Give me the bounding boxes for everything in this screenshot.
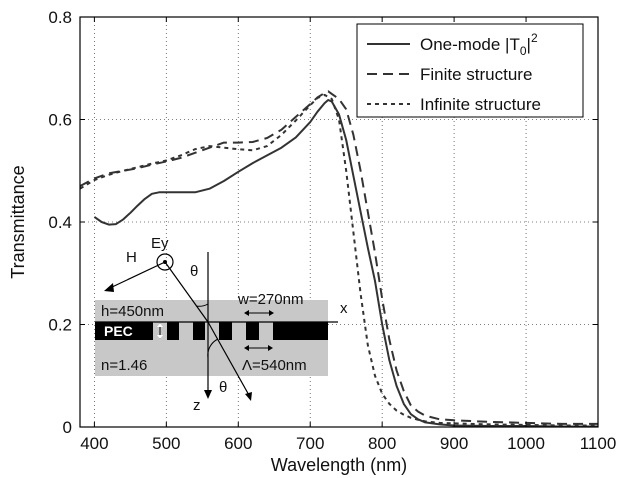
slit-2 xyxy=(179,322,193,340)
z-axis-arrowhead xyxy=(204,390,212,399)
width-arrowhead-left xyxy=(244,310,249,316)
x-tick-label: 500 xyxy=(152,434,180,453)
slit-4 xyxy=(232,322,246,340)
x-tick-label: 1000 xyxy=(507,434,545,453)
x-ticks: 400 500 600 700 800 900 1000 1100 xyxy=(80,17,616,453)
x-tick-label: 1100 xyxy=(580,434,617,453)
y-tick-label: 0.6 xyxy=(48,111,72,130)
theta-top-label: θ xyxy=(190,263,198,280)
legend-box xyxy=(356,23,584,118)
x-tick-label: 600 xyxy=(224,434,252,453)
theta-arc-top xyxy=(195,303,209,307)
x-tick-label: 800 xyxy=(368,434,396,453)
y-tick-label: 0.8 xyxy=(48,8,72,27)
ey-label: Ey xyxy=(151,235,169,252)
x-axis-label: Wavelength (nm) xyxy=(271,455,407,475)
period-arrowhead-left xyxy=(244,345,249,351)
y-ticks: 0 0.2 0.4 0.6 0.8 xyxy=(48,8,598,437)
legend: One-mode |T0|2 Finite structure Infinite… xyxy=(356,23,584,118)
height-arrowhead-bottom xyxy=(157,335,163,339)
width-label: w=270nm xyxy=(237,291,303,308)
series-line-dashed xyxy=(79,90,598,425)
inset-schematic: Ey H θ h=450nm w=270nm x PEC n=1.46 Λ=54… xyxy=(95,235,348,414)
legend-label-finite: Finite structure xyxy=(420,65,532,84)
x-tick-label: 700 xyxy=(296,434,324,453)
x-axis-inset-label: x xyxy=(340,300,348,317)
x-tick-label: 400 xyxy=(80,434,108,453)
y-tick-label: 0 xyxy=(63,418,72,437)
ey-field-dot xyxy=(163,260,167,264)
slit-5 xyxy=(259,322,273,340)
period-label: Λ=540nm xyxy=(242,357,307,374)
period-arrowhead-right xyxy=(268,345,273,351)
width-arrowhead-right xyxy=(269,310,274,316)
transmitted-ray xyxy=(207,321,251,398)
height-label: h=450nm xyxy=(101,303,164,320)
pec-label: PEC xyxy=(104,323,133,339)
theta-arc-bottom xyxy=(207,338,219,359)
x-tick-label: 900 xyxy=(440,434,468,453)
transmitted-ray-arrowhead xyxy=(245,392,252,401)
legend-superscript: 2 xyxy=(531,31,538,45)
series-line-dotted xyxy=(79,93,598,427)
y-axis-label: Transmittance xyxy=(8,165,28,278)
legend-subscript: 0 xyxy=(520,44,527,58)
theta-bottom-label: θ xyxy=(219,379,227,396)
legend-label-infinite: Infinite structure xyxy=(420,95,541,114)
h-label: H xyxy=(126,249,137,266)
y-tick-label: 0.4 xyxy=(48,213,72,232)
height-arrowhead-top xyxy=(157,323,163,327)
h-field-arrow xyxy=(109,261,166,289)
z-axis-inset-label: z xyxy=(193,397,201,414)
h-field-arrowhead xyxy=(104,283,114,292)
series-group xyxy=(79,90,598,428)
ey-field-circle xyxy=(156,253,174,271)
incident-ray xyxy=(164,261,209,323)
legend-label-one-mode: One-mode |T0|2 xyxy=(420,31,538,58)
index-label: n=1.46 xyxy=(101,357,147,374)
y-tick-label: 0.2 xyxy=(48,316,72,335)
